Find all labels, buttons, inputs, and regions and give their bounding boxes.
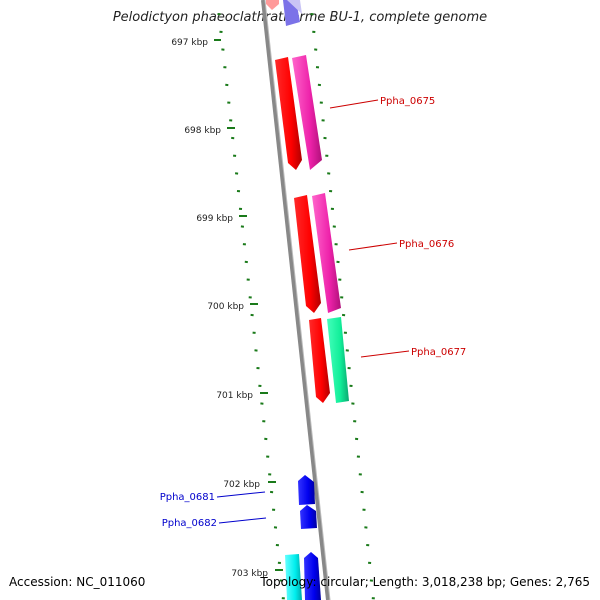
outer-tick-track [310, 13, 375, 600]
genome-info-text: Topology: circular; Length: 3,018,238 bp… [260, 575, 590, 589]
gene-labels: Ppha_0675 Ppha_0676 Ppha_0677 Ppha_0681 … [160, 96, 467, 529]
gene-arrow [285, 554, 302, 600]
leader-line [329, 99, 379, 109]
kbp-label: 703 kbp [231, 569, 268, 579]
gene-arrow [275, 57, 302, 170]
kbp-label: 697 kbp [171, 38, 208, 48]
gene-arrow [327, 317, 349, 403]
gene-label: Ppha_0682 [162, 518, 217, 529]
kbp-label: 702 kbp [223, 480, 260, 490]
gene-partial-top [266, 0, 302, 26]
gene-arrow [304, 552, 321, 600]
gene-arrow [309, 318, 330, 403]
gene-arrows [275, 55, 349, 600]
gene-label: Ppha_0681 [160, 492, 215, 503]
gene-arrow [312, 193, 341, 313]
kbp-label: 700 kbp [207, 302, 244, 312]
gene-arrow [294, 195, 321, 313]
leader-line [360, 350, 410, 358]
kbp-label: 699 kbp [196, 214, 233, 224]
map-title: Pelodictyon phaeoclathratiforme BU-1, co… [112, 10, 488, 25]
leader-line [218, 517, 267, 524]
leader-line [348, 242, 398, 251]
gene-label: Ppha_0677 [411, 347, 466, 358]
gene-arrow [298, 475, 315, 505]
gene-arrow [292, 55, 322, 170]
kbp-label: 701 kbp [216, 391, 253, 401]
gene-label: Ppha_0675 [380, 96, 435, 107]
kbp-label: 698 kbp [184, 126, 221, 136]
gene-arrow [300, 505, 317, 529]
accession-text: Accession: NC_011060 [9, 575, 146, 589]
gene-label: Ppha_0676 [399, 239, 454, 250]
leader-line [216, 491, 266, 498]
kbp-scale: 697 kbp 698 kbp 699 kbp 700 kbp 701 kbp … [171, 38, 283, 579]
genome-backbone [261, 0, 330, 600]
inner-tick-track [217, 13, 285, 600]
